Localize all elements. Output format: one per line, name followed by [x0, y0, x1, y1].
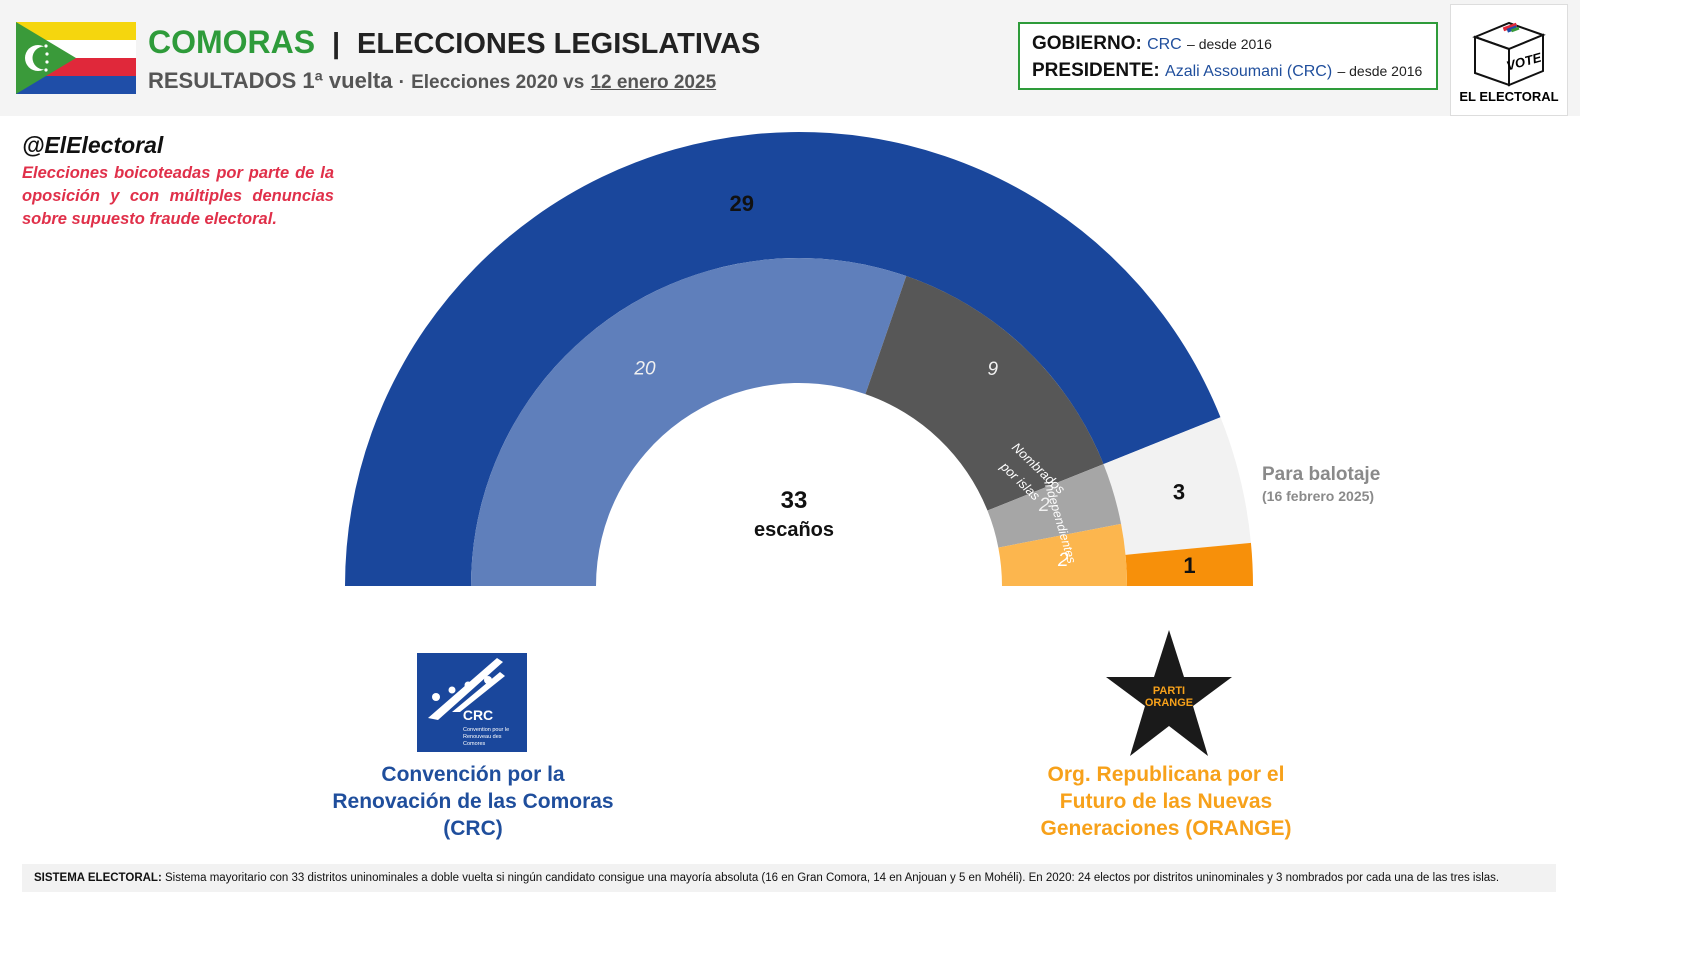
party-name-crc: Convención por la Renovación de las Como… — [300, 761, 646, 842]
government-box: GOBIERNO: CRC – desde 2016 PRESIDENTE: A… — [1018, 22, 1438, 90]
boycott-note: Elecciones boicoteadas por parte de la o… — [22, 164, 334, 228]
presidente-value: Azali Assoumani (CRC) — [1165, 63, 1333, 80]
outer-label-crc: 29 — [730, 191, 754, 216]
party-orange-line3: Generaciones (ORANGE) — [1040, 817, 1292, 840]
party-orange-line1: Org. Republicana por el — [1047, 763, 1285, 786]
inner-segment-independientes — [987, 464, 1122, 548]
presidente-since: – desde 2016 — [1337, 63, 1423, 79]
gobierno-row: GOBIERNO: CRC – desde 2016 — [1032, 33, 1272, 55]
crc-logo: CRC Convention pour le Renouveau des Com… — [417, 653, 527, 752]
party-crc-line2: Renovación de las Comoras — [332, 790, 614, 813]
inner-segment-orange — [998, 523, 1127, 586]
star-icon — [1106, 630, 1232, 756]
gobierno-label: GOBIERNO: — [1032, 33, 1142, 54]
electoral-system-footer: SISTEMA ELECTORAL: Sistema mayoritario c… — [22, 864, 1556, 892]
title-country: COMORAS — [148, 24, 316, 60]
title-text: ELECCIONES LEGISLATIVAS — [357, 28, 761, 60]
logo-brand: EL ELECTORAL — [1459, 89, 1558, 104]
orange-logo-text1: PARTI — [1153, 685, 1185, 697]
gobierno-value: CRC — [1147, 36, 1182, 53]
page-title: COMORAS | ELECCIONES LEGISLATIVAS — [148, 24, 760, 61]
subtitle-dot: · — [398, 72, 405, 93]
twitter-handle: @ElElectoral — [22, 132, 164, 158]
gobierno-since: – desde 2016 — [1187, 36, 1272, 52]
subtitle-prefix: Elecciones 2020 vs — [411, 72, 585, 93]
outer-segment-para-balotaje — [1103, 417, 1251, 555]
party-crc-line1: Convención por la — [381, 763, 565, 786]
orange-logo: PARTI ORANGE — [1106, 630, 1232, 756]
footer-text: Sistema mayoritario con 33 distritos uni… — [161, 872, 1500, 884]
balotaje-detail: (16 febrero 2025) — [1262, 488, 1374, 504]
outer-segment-crc — [345, 132, 1221, 586]
balotaje-title: Para balotaje — [1262, 464, 1380, 485]
title-separator: | — [332, 28, 341, 60]
party-crc-line3: (CRC) — [443, 817, 503, 840]
footer-label: SISTEMA ELECTORAL: — [34, 872, 162, 884]
total-seats-value: 33 — [781, 487, 808, 514]
crc-logo-sub2: Renouveau des — [463, 734, 502, 740]
inner-label-independientes: 2 — [1038, 495, 1050, 516]
total-seats-unit: escaños — [754, 519, 834, 541]
subtitle-main: RESULTADOS 1ª vuelta — [148, 68, 393, 93]
orange-logo-text2: ORANGE — [1145, 697, 1193, 709]
crc-logo-sub1: Convention pour le — [463, 727, 509, 733]
el-electoral-logo: VOTE EL ELECTORAL — [1450, 4, 1568, 116]
presidente-label: PRESIDENTE: — [1032, 60, 1160, 81]
inner-segment-crc — [471, 258, 907, 586]
page-subtitle: RESULTADOS 1ª vuelta · Elecciones 2020 v… — [148, 68, 716, 94]
chart-rings — [345, 132, 1253, 586]
party-orange-line2: Futuro de las Nuevas — [1059, 790, 1273, 813]
plane-icon — [428, 658, 505, 720]
presidente-row: PRESIDENTE: Azali Assoumani (CRC) – desd… — [1032, 60, 1422, 82]
party-name-orange: Org. Republicana por el Futuro de las Nu… — [1000, 761, 1332, 842]
crc-logo-text: CRC — [463, 707, 493, 723]
subtitle-date: 12 enero 2025 — [590, 72, 717, 93]
inner-label-nombrados-por-islas: 9 — [987, 359, 998, 380]
inner-segment-nombrados-por-islas — [865, 276, 1104, 511]
inner-label-orange: 2 — [1057, 550, 1069, 571]
crc-logo-sub3: Comores — [463, 741, 486, 747]
comoros-flag-icon — [16, 22, 136, 94]
inner-label-crc: 20 — [633, 359, 656, 380]
ballot-box-icon: VOTE — [1472, 21, 1546, 87]
outer-label-para-balotaje: 3 — [1173, 480, 1185, 505]
outer-segment-orange — [1125, 542, 1253, 586]
outer-label-orange: 1 — [1183, 553, 1195, 578]
